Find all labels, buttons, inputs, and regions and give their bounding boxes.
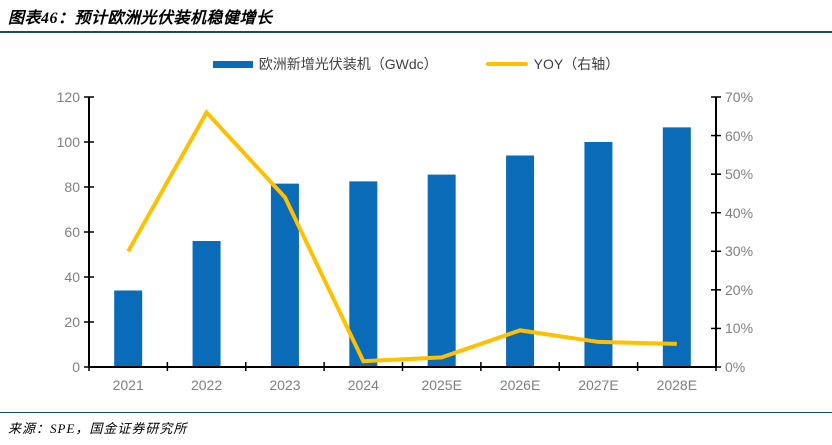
right-axis-label-70%: 70% (725, 89, 754, 105)
left-axis-label-20: 20 (64, 314, 80, 330)
figure-title: 图表46：预计欧洲光伏装机稳健增长 (8, 10, 273, 27)
right-axis-label-30%: 30% (725, 243, 754, 260)
bar-2025E (427, 174, 456, 367)
bar-2028E (662, 127, 691, 367)
x-axis-label-2025E: 2025E (421, 377, 462, 393)
right-axis-label-60%: 60% (725, 127, 754, 144)
right-axis-label-40%: 40% (725, 204, 754, 221)
x-axis-label-2027E: 2027E (578, 377, 619, 393)
yoy-line (126, 109, 677, 364)
bar-2023 (270, 183, 299, 367)
bar-2021 (114, 290, 143, 367)
bar-2022 (192, 241, 221, 367)
chart-canvas (84, 96, 721, 371)
left-axis-label-0: 0 (72, 359, 80, 375)
bar-series-swatch-icon (212, 60, 253, 68)
x-axis-label-2028E: 2028E (656, 377, 698, 393)
legend-item-line-series: YOY（右轴） (485, 54, 620, 74)
left-axis-label-80: 80 (64, 179, 80, 195)
right-axis-label-10%: 10% (725, 320, 754, 337)
left-axis-label-40: 40 (64, 269, 80, 285)
line-series-swatch-icon (485, 62, 528, 66)
left-axis-label-100: 100 (56, 134, 80, 150)
legend-bar-label: 欧洲新增光伏装机（GWdc） (258, 56, 438, 72)
x-axis-label-2024: 2024 (347, 377, 379, 393)
combo-chart-plot-area (84, 96, 721, 371)
legend-line-label: YOY（右轴） (533, 56, 620, 72)
right-axis-label-50%: 50% (725, 166, 754, 183)
bar-2027E (584, 142, 613, 367)
x-axis-label-2022: 2022 (190, 377, 223, 393)
title-divider (0, 31, 832, 33)
right-axis-label-20%: 20% (725, 281, 754, 298)
bar-2024 (349, 181, 378, 367)
x-axis-label-2026E: 2026E (499, 377, 541, 393)
legend-item-bar-series: 欧洲新增光伏装机（GWdc） (212, 54, 438, 74)
right-axis-label-0%: 0% (725, 359, 746, 375)
source-note: 来源：SPE，国金证券研究所 (8, 421, 188, 436)
footer-divider (0, 412, 832, 413)
left-axis-label-120: 120 (56, 89, 80, 105)
chart-legend: 欧洲新增光伏装机（GWdc） YOY（右轴） (0, 52, 832, 76)
x-axis-label-2021: 2021 (112, 377, 144, 393)
x-axis-label-2023: 2023 (269, 377, 301, 393)
left-axis-label-60: 60 (64, 224, 80, 240)
